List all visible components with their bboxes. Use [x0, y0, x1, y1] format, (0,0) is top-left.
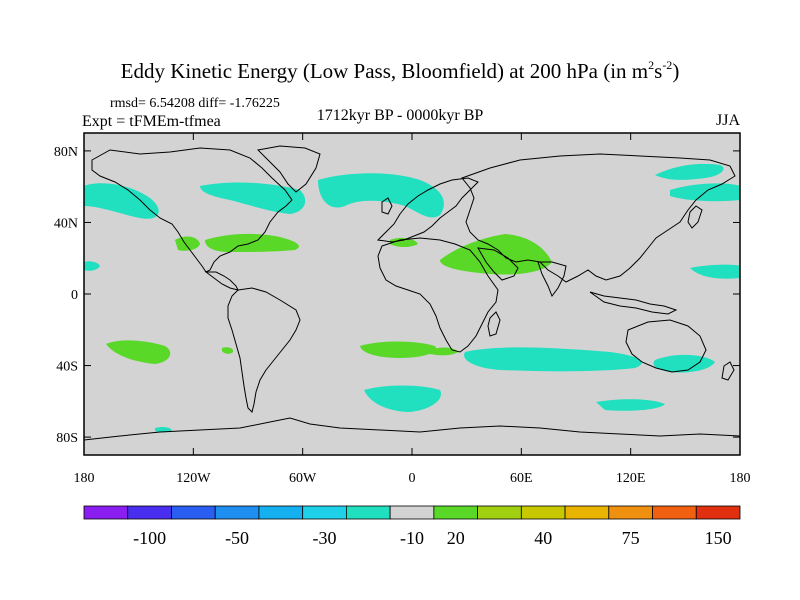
anomaly-cyan-pacific-right: [690, 264, 740, 279]
anomaly-cyan-npacific: [84, 183, 159, 219]
coast-japan: [687, 205, 703, 229]
anomaly-green-epacific: [175, 236, 200, 251]
colorbar-swatch: [608, 505, 653, 520]
anomaly-cyan-australia-s: [653, 354, 715, 373]
colorbar-swatch: [433, 505, 479, 520]
colorbar-swatch: [389, 505, 435, 520]
colorbar-label: 40: [534, 528, 552, 548]
colorbar-swatch: [258, 505, 304, 520]
lat-tick-label: 0: [71, 288, 78, 303]
anomaly-cyan-enpacific: [84, 261, 100, 271]
anomaly-cyan-sindian: [464, 347, 642, 372]
coast-arabia: [477, 247, 519, 281]
colorbar-swatch: [695, 505, 741, 520]
lon-tick-label: 180: [74, 471, 95, 486]
stats-text: rmsd= 6.54208 diff= -1.76225: [110, 96, 280, 111]
colorbar-label: 20: [447, 528, 465, 548]
experiment-label: Expt = tFMEm-tfmea: [82, 113, 221, 130]
coast-british-isles: [381, 197, 393, 215]
coast-indonesia: [589, 291, 678, 315]
lon-tick-label: 120W: [176, 471, 211, 486]
lon-tick-label: 60W: [289, 471, 317, 486]
season-label: JJA: [715, 112, 740, 129]
anomaly-green-spacific: [106, 340, 171, 364]
lat-tick-label: 80S: [56, 431, 78, 446]
colorbar-swatch: [564, 505, 610, 520]
colorbar-swatch: [652, 505, 697, 520]
anomaly-regions: [84, 163, 740, 433]
colorbar-label: 75: [622, 528, 640, 548]
colorbar-swatch: [127, 505, 172, 520]
colorbar: -100 -50 -30 -10 20 40 75 150: [83, 505, 741, 548]
coast-central-america: [204, 271, 239, 291]
colorbar-swatch: [171, 505, 216, 520]
colorbar-swatch: [477, 505, 522, 520]
anomaly-cyan-southern-pacific: [364, 385, 441, 412]
anomaly-green-spacific-small: [222, 347, 234, 354]
colorbar-swatch: [214, 505, 260, 520]
anomaly-cyan-natlantic: [318, 173, 444, 218]
coast-africa: [377, 237, 499, 353]
coast-india: [537, 261, 567, 298]
coastlines: [84, 145, 740, 441]
lon-tick-label: 120E: [616, 471, 646, 486]
anomaly-green-south-indian: [430, 347, 458, 356]
anomaly-green-natlantic-c: [390, 237, 418, 247]
colorbar-label: -50: [225, 528, 249, 548]
colorbar-swatch: [83, 505, 129, 520]
lat-tick-label: 40S: [56, 360, 78, 375]
coast-australia: [625, 319, 707, 373]
coast-asia: [461, 153, 736, 283]
anomaly-cyan-arctic-pacific: [655, 163, 724, 180]
anomaly-cyan-southern-east: [596, 399, 665, 411]
anomaly-green-middle-east: [440, 234, 552, 275]
coast-madagascar: [487, 311, 501, 337]
lat-tick-label: 40N: [54, 216, 78, 231]
lon-tick-label: 180: [730, 471, 751, 486]
anomaly-green-satlantic: [360, 341, 436, 358]
colorbar-swatch: [520, 505, 566, 520]
colorbar-swatch: [302, 505, 347, 520]
coast-south-america: [227, 287, 301, 413]
coast-greenland: [256, 145, 321, 193]
anomaly-green-natlantic-w: [205, 233, 299, 252]
colorbar-label: 150: [705, 528, 732, 548]
lat-tick-label: 80N: [54, 145, 78, 160]
coast-europe: [376, 177, 479, 243]
lon-tick-label: 60E: [510, 471, 533, 486]
figure-title: Eddy Kinetic Energy (Low Pass, Bloomfiel…: [120, 58, 680, 83]
coast-new-zealand: [721, 361, 735, 381]
coast-north-america: [91, 147, 293, 273]
anomaly-cyan-southern-west: [155, 426, 172, 433]
colorbar-swatch: [345, 505, 391, 520]
latitude-axis: 80N 40N 0 40S 80S: [54, 145, 740, 446]
colorbar-label: -30: [313, 528, 337, 548]
longitude-axis: 180 120W 60W 0 60E 120E 180: [74, 133, 751, 486]
colorbar-label: -100: [133, 528, 166, 548]
period-label: 1712kyr BP - 0000kyr BP: [316, 107, 484, 124]
anomaly-cyan-namerica: [200, 182, 306, 214]
lon-tick-label: 0: [409, 471, 416, 486]
coast-antarctica: [84, 417, 740, 441]
colorbar-label: -10: [400, 528, 424, 548]
